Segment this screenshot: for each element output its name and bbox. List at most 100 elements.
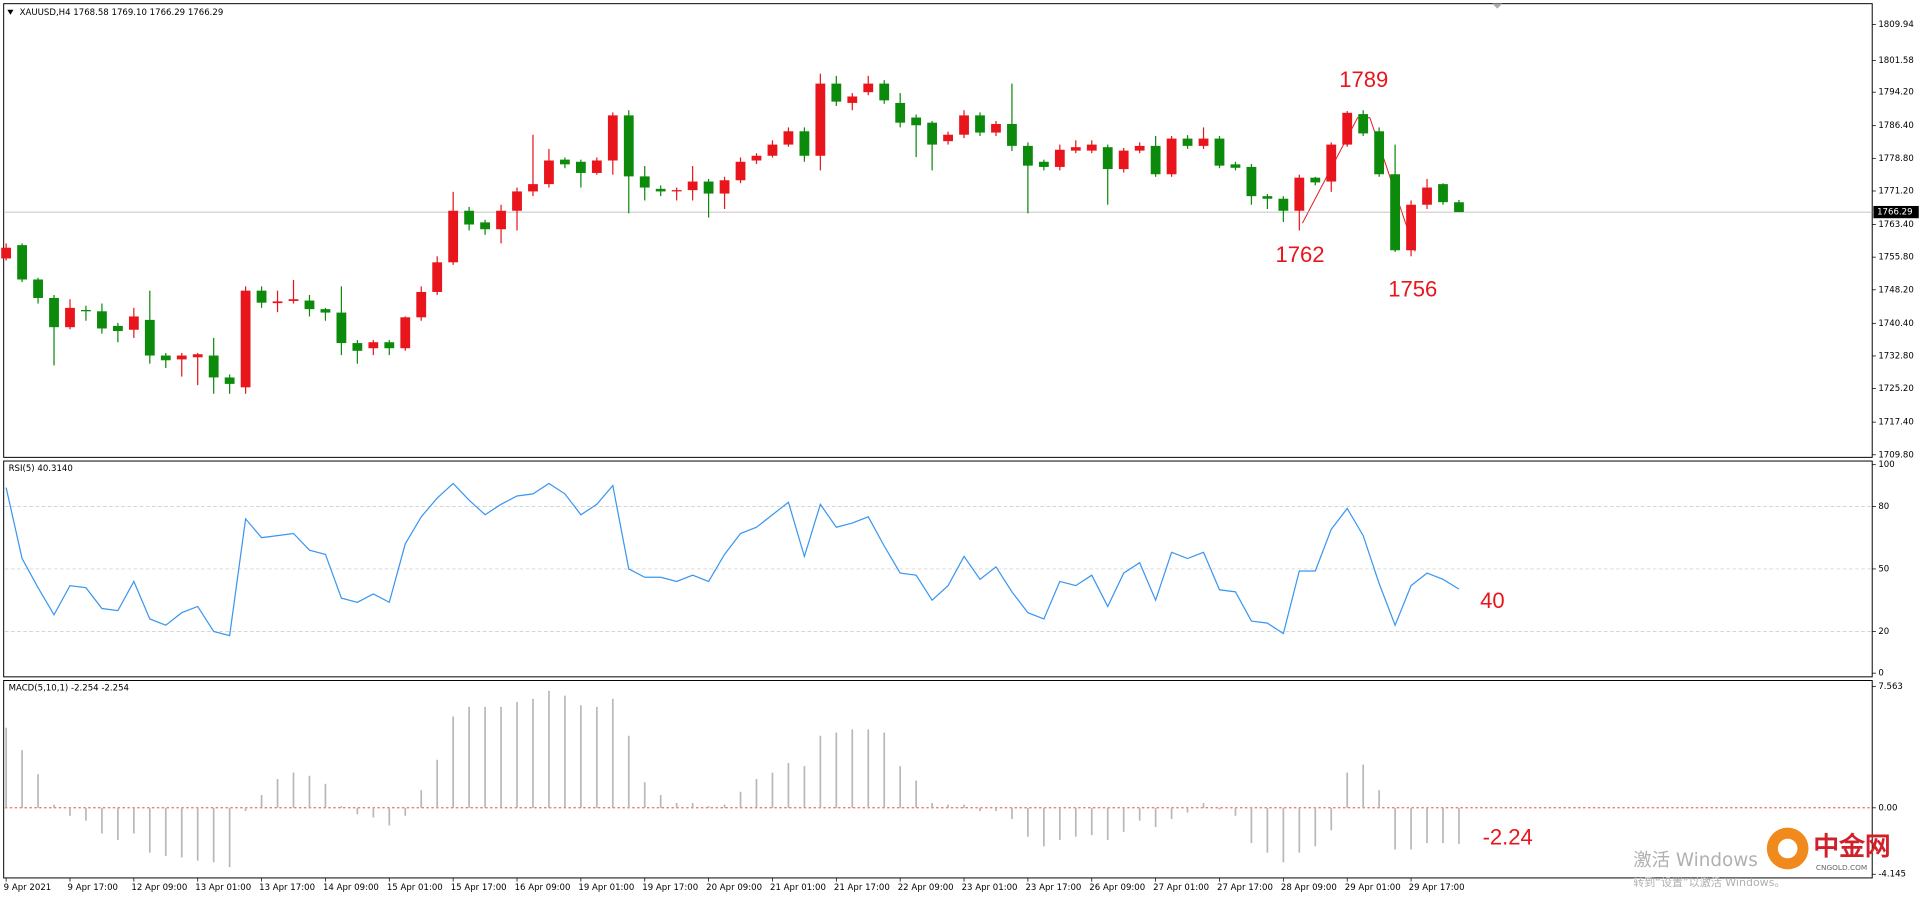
candle-body [592,160,602,172]
candle-body [1294,178,1304,211]
candle-body [193,354,203,357]
y-tick-label: 1717.40 [1878,418,1913,428]
candle-body [225,377,235,383]
candle-body [97,311,107,328]
y-tick-label: 1809.94 [1878,20,1913,30]
candle-body [1438,184,1448,202]
candle-body [1023,146,1033,166]
x-tick-label: 9 Apr 2021 [4,883,52,893]
x-tick-label: 15 Apr 01:00 [387,883,443,893]
candle-body [768,145,778,156]
candle-body [1406,205,1416,251]
y-tick-label: 1786.40 [1878,121,1913,131]
y-tick-label: 20 [1878,627,1889,637]
y-tick-label: 1732.80 [1878,351,1913,361]
x-tick-label: 23 Apr 17:00 [1025,883,1081,893]
x-tick-label: 15 Apr 17:00 [451,883,507,893]
y-tick-label: 50 [1878,564,1889,574]
y-tick-label: 0 [1878,669,1883,679]
x-tick-label: 23 Apr 01:00 [962,883,1018,893]
annotation: 1756 [1388,276,1437,301]
candle-body [480,222,490,229]
y-tick-label: 1763.40 [1878,220,1913,230]
candle-body [1422,188,1432,205]
price-panel [4,4,1873,458]
candle-body [528,184,538,191]
candle-body [113,326,123,331]
candle-body [33,279,43,297]
watermark: 激活 Windows [1633,850,1758,871]
candle-body [640,176,650,187]
x-tick-label: 16 Apr 09:00 [515,883,571,893]
candle-body [336,313,346,344]
x-tick-label: 27 Apr 01:00 [1153,883,1209,893]
candle-body [1199,139,1209,146]
candle-body [1374,131,1384,174]
y-tick-label: 1725.20 [1878,384,1913,394]
candle-body [496,211,506,229]
candle-body [608,115,618,160]
candle-body [720,180,730,193]
candle-body [512,191,522,210]
candle-body [1278,199,1288,211]
candle-body [1342,113,1352,145]
candle-body [81,310,91,311]
candle-body [177,356,187,360]
candle-body [1247,167,1257,196]
y-tick-label: -4.145 [1878,870,1906,880]
macd-panel [4,681,1873,878]
y-tick-label: 1709.80 [1878,450,1913,460]
candle-body [1183,139,1193,146]
y-tick-label: 1748.20 [1878,285,1913,295]
macd-title: MACD(5,10,1) -2.254 -2.254 [9,683,129,693]
candle-body [784,131,794,144]
y-tick-label: 1778.80 [1878,154,1913,164]
candle-body [815,84,825,156]
y-tick-label: 1740.40 [1878,319,1913,329]
x-tick-label: 27 Apr 17:00 [1217,883,1273,893]
x-tick-label: 29 Apr 01:00 [1345,883,1401,893]
annotation: 1789 [1339,67,1388,92]
candle-body [65,308,75,327]
x-tick-label: 29 Apr 17:00 [1409,883,1465,893]
candle-body [1103,147,1113,169]
candle-body [17,245,27,279]
x-tick-label: 19 Apr 01:00 [578,883,634,893]
y-tick-label: 1771.20 [1878,186,1913,196]
y-tick-label: 80 [1878,502,1889,512]
candle-body [273,301,283,303]
candle-body [1039,162,1049,167]
candle-body [1310,178,1320,183]
candle-body [145,320,155,356]
candle-body [1167,139,1177,175]
candle-body [624,115,634,176]
y-tick-label: 1794.20 [1878,88,1913,98]
candle-body [1262,196,1272,199]
y-tick-label: 1755.80 [1878,253,1913,263]
candle-body [831,84,841,102]
y-tick-label: 100 [1878,460,1894,470]
candle-body [927,123,937,145]
x-tick-label: 22 Apr 09:00 [898,883,954,893]
candle-body [432,262,442,292]
candle-body [368,342,378,348]
y-tick-label: 0.00 [1878,803,1897,813]
candle-body [752,156,762,161]
candle-body [544,160,554,184]
candle-body [1390,174,1400,250]
x-tick-label: 19 Apr 17:00 [642,883,698,893]
candle-body [736,162,746,180]
candle-body [257,291,267,303]
x-tick-label: 20 Apr 09:00 [706,883,762,893]
candle-body [289,299,299,301]
candle-body [384,342,394,348]
candle-body [799,131,809,155]
candle-body [847,96,857,102]
candle-body [241,291,251,388]
candle-body [704,182,714,194]
watermark-sub: 转到“设置”以激活 Windows。 [1633,875,1785,889]
annotation: 40 [1480,588,1505,613]
candle-body [464,211,474,225]
candle-body [975,115,985,132]
x-tick-label: 21 Apr 17:00 [834,883,890,893]
